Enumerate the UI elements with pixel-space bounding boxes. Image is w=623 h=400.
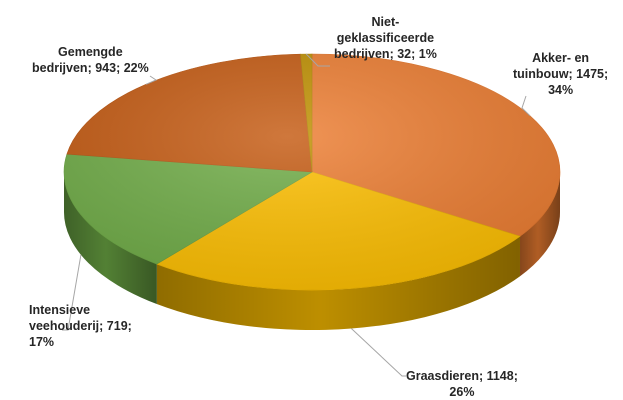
leader-lines <box>62 53 531 377</box>
label-line: tuinbouw; 1475; <box>513 67 609 81</box>
label-line: Akker- en <box>532 51 590 65</box>
label-line: 34% <box>548 83 574 97</box>
leader-line-intensieve-veehouderij <box>62 254 82 331</box>
label-line: 17% <box>29 335 55 349</box>
pie-top-faces <box>63 53 561 291</box>
label-gemengde-bedrijven: Gemengde bedrijven; 943; 22% <box>32 44 149 76</box>
label-line: Intensieve <box>29 303 91 317</box>
label-niet-geklassificeerde-bedrijven: Niet- geklassificeerde bedrijven; 32; 1% <box>334 14 437 62</box>
slice-side-shading <box>64 172 157 305</box>
label-line: 26% <box>449 385 475 399</box>
leader-line-niet-geklassificeerde-bedrijven <box>305 53 330 67</box>
leader-line-graasdieren <box>351 328 406 377</box>
label-line: bedrijven; 32; 1% <box>334 47 437 61</box>
label-graasdieren: Graasdieren; 1148; 26% <box>406 368 518 400</box>
label-line: Gemengde <box>58 45 123 59</box>
label-intensieve-veehouderij: Intensieve veehouderij; 719; 17% <box>29 302 132 350</box>
slice-side-shading <box>156 236 520 331</box>
label-akker-en-tuinbouw: Akker- en tuinbouw; 1475; 34% <box>513 50 608 98</box>
pie-top-shading <box>64 54 560 290</box>
label-line: Graasdieren; 1148; <box>406 369 518 383</box>
label-line: geklassificeerde <box>336 31 435 45</box>
slice-side-shading <box>519 172 560 277</box>
pie-side-walls <box>64 172 560 331</box>
label-line: Niet- <box>371 15 400 29</box>
label-line: bedrijven; 943; 22% <box>32 61 149 75</box>
leader-line-gemengde-bedrijven <box>145 75 158 85</box>
leader-line-akker-en-tuinbouw <box>521 95 531 117</box>
label-line: veehouderij; 719; <box>29 319 132 333</box>
